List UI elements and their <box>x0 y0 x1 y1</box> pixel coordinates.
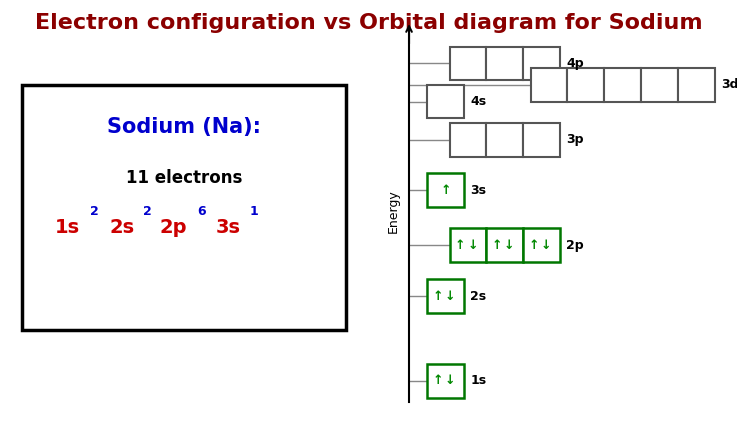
Text: 1s: 1s <box>55 218 80 237</box>
Text: 2s: 2s <box>470 290 486 302</box>
Text: 3d: 3d <box>721 78 737 91</box>
Text: Electron configuration vs Orbital diagram for Sodium: Electron configuration vs Orbital diagra… <box>35 13 702 33</box>
Bar <box>450 47 486 80</box>
Text: Sodium (Na):: Sodium (Na): <box>108 117 261 137</box>
Text: ↑: ↑ <box>433 290 443 302</box>
Text: ↓: ↓ <box>445 290 455 302</box>
Text: ↑: ↑ <box>528 239 539 252</box>
Bar <box>486 123 523 157</box>
Text: 4s: 4s <box>470 95 486 108</box>
Text: 3s: 3s <box>215 218 240 237</box>
Bar <box>427 364 464 398</box>
Text: 2p: 2p <box>160 218 187 237</box>
Text: 3p: 3p <box>566 133 584 146</box>
Bar <box>486 228 523 262</box>
Bar <box>427 279 464 313</box>
Text: 4p: 4p <box>566 57 584 70</box>
Text: ↑: ↑ <box>492 239 502 252</box>
Bar <box>523 123 560 157</box>
Bar <box>450 123 486 157</box>
Bar <box>450 228 486 262</box>
Text: ↑: ↑ <box>433 374 443 387</box>
Bar <box>22 85 346 330</box>
Text: ↓: ↓ <box>445 374 455 387</box>
Text: ↑: ↑ <box>441 184 451 197</box>
Bar <box>641 68 678 102</box>
Text: Energy: Energy <box>386 190 399 233</box>
Bar <box>567 68 604 102</box>
Bar <box>486 47 523 80</box>
Text: 2: 2 <box>143 205 152 218</box>
Bar <box>678 68 715 102</box>
Text: 6: 6 <box>198 205 206 218</box>
Text: ↑: ↑ <box>455 239 465 252</box>
Bar <box>523 47 560 80</box>
Text: 2: 2 <box>90 205 99 218</box>
Text: ↓: ↓ <box>504 239 514 252</box>
Text: 2s: 2s <box>109 218 134 237</box>
Bar <box>427 173 464 207</box>
Text: ↓: ↓ <box>467 239 478 252</box>
Text: 3s: 3s <box>470 184 486 197</box>
Bar <box>427 85 464 118</box>
Bar <box>604 68 641 102</box>
Bar <box>523 228 560 262</box>
Text: ↓: ↓ <box>541 239 551 252</box>
Text: 11 electrons: 11 electrons <box>126 169 242 187</box>
Bar <box>531 68 567 102</box>
Text: 2p: 2p <box>566 239 584 252</box>
Text: 1: 1 <box>249 205 258 218</box>
Text: 1s: 1s <box>470 374 486 387</box>
